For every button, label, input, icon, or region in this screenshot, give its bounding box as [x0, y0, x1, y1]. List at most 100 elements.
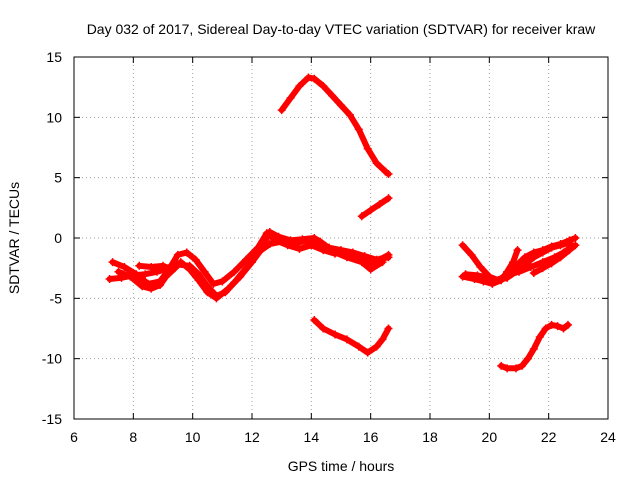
data-point: [513, 246, 522, 255]
data-point: [342, 253, 351, 262]
data-point: [529, 345, 538, 354]
data-point: [538, 264, 547, 273]
data-point: [357, 212, 366, 221]
data-point: [517, 361, 526, 370]
data-point: [236, 272, 245, 281]
data-point: [337, 101, 345, 110]
data-point: [476, 262, 485, 271]
data-point: [512, 364, 521, 373]
series-arc-12: [529, 241, 580, 277]
data-point: [354, 342, 363, 351]
data-point: [218, 277, 227, 286]
series-line: [498, 321, 571, 372]
data-point: [108, 258, 117, 267]
series-arc-4: [135, 261, 176, 274]
series-line: [136, 262, 175, 273]
data-point: [191, 255, 200, 264]
axis-ticks: [73, 56, 609, 420]
data-point: [209, 279, 218, 288]
data-point: [538, 246, 547, 255]
series-arc-3: [114, 227, 387, 303]
chart-title: Day 032 of 2017, Sidereal Day-to-day VTE…: [87, 21, 596, 37]
data-point: [176, 258, 185, 267]
data-point: [265, 227, 274, 236]
data-point: [458, 272, 467, 281]
data-point: [141, 270, 150, 279]
data-point: [173, 250, 182, 259]
data-point: [307, 241, 316, 250]
data-point: [230, 267, 239, 276]
data-point: [203, 288, 212, 297]
data-point: [553, 322, 562, 331]
grid: [74, 57, 608, 419]
data-point: [298, 235, 307, 244]
data-point: [366, 206, 375, 215]
data-point: [384, 324, 393, 333]
data-point: [185, 265, 194, 274]
data-point: [384, 194, 393, 203]
data-point: [556, 253, 565, 262]
data-point: [277, 106, 286, 115]
data-point: [565, 236, 574, 245]
series-line: [311, 317, 392, 356]
data-point: [547, 242, 556, 251]
series-line: [278, 74, 392, 177]
data-point: [375, 200, 384, 209]
data-point: [345, 110, 354, 119]
data-point: [135, 261, 144, 270]
data-point: [509, 258, 518, 267]
data-point: [147, 284, 156, 293]
data-point: [526, 262, 535, 271]
y-axis-label: SDTVAR / TECUs: [6, 182, 22, 294]
data-point: [366, 265, 375, 274]
y-tick-label: -10: [42, 351, 62, 367]
series-arc-13: [497, 320, 572, 373]
data-point: [497, 276, 506, 285]
data-point: [529, 248, 538, 257]
data-point: [488, 279, 497, 288]
data-point: [497, 361, 506, 370]
data-point: [467, 250, 476, 259]
data-point: [565, 246, 574, 255]
data-point: [529, 268, 538, 277]
data-point: [503, 270, 512, 279]
data-point: [563, 320, 572, 329]
tick-labels: 6 8 10 12 14 16 18 20 22 24 -15 -10 -5 0 5 10 15: [42, 49, 616, 445]
x-tick-label: 22: [541, 429, 557, 445]
y-tick-label: -5: [50, 290, 63, 306]
data-point: [161, 272, 170, 281]
data-point: [547, 259, 556, 268]
y-tick-label: 10: [46, 109, 62, 125]
data-point: [304, 73, 313, 82]
data-point: [156, 281, 165, 290]
x-tick-label: 18: [422, 429, 438, 445]
data-point: [256, 246, 265, 255]
data-point: [372, 342, 381, 351]
series-arc-5: [277, 73, 393, 179]
x-tick-label: 6: [70, 429, 78, 445]
data-point: [319, 81, 328, 90]
data-point: [295, 244, 304, 253]
data-point: [378, 335, 387, 344]
data-point: [470, 275, 479, 284]
data-point: [224, 284, 233, 293]
data-point: [310, 74, 319, 83]
data-point: [384, 250, 393, 259]
y-tick-label: 0: [54, 230, 62, 246]
data-point: [286, 94, 295, 103]
data-point: [372, 159, 381, 168]
data-point: [547, 320, 556, 329]
x-tick-label: 24: [600, 429, 616, 445]
data-point: [523, 354, 532, 363]
data-point: [194, 276, 203, 285]
y-tick-label: -15: [42, 411, 62, 427]
data-point: [120, 262, 129, 271]
data-point: [571, 234, 580, 242]
x-tick-label: 14: [304, 429, 320, 445]
data-point: [479, 277, 488, 286]
data-point: [167, 265, 176, 274]
data-point: [342, 335, 351, 344]
series-layer: [105, 73, 580, 373]
data-point: [515, 267, 523, 276]
